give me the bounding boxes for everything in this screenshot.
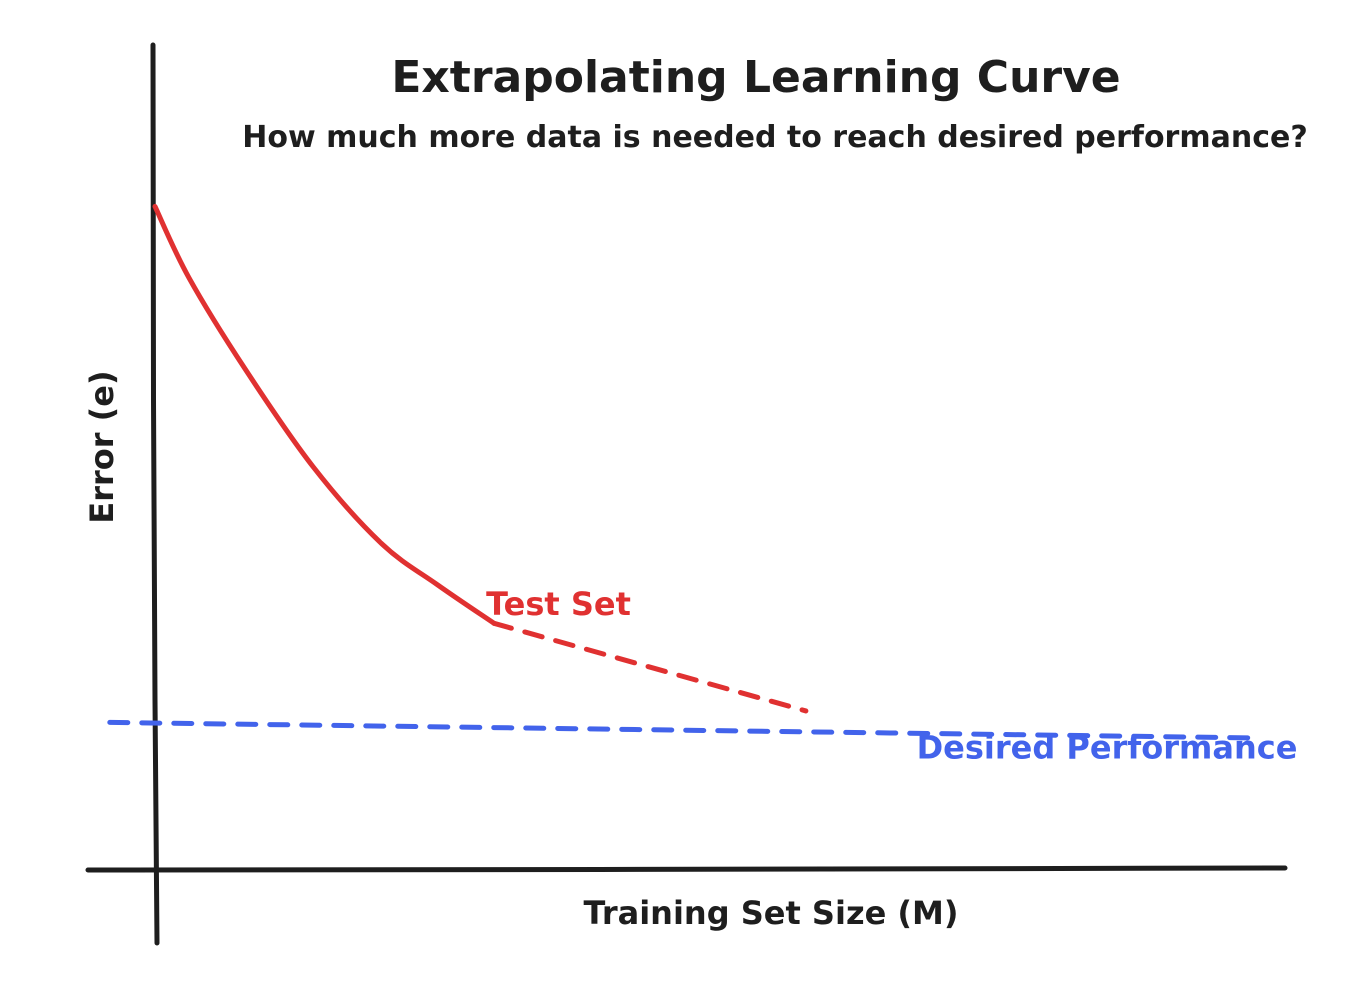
series-line-desired-performance	[107, 719, 1261, 741]
axes	[85, 42, 1288, 946]
y-axis-line	[150, 42, 160, 946]
x-axis-label: Training Set Size (M)	[584, 894, 959, 932]
series-line-test-set	[152, 203, 497, 626]
annotation-desired-performance: Desired Performance	[917, 728, 1298, 766]
chart-title: Extrapolating Learning Curve	[391, 52, 1120, 103]
y-axis-label: Error (e)	[83, 370, 121, 523]
series-layer	[107, 203, 1261, 741]
annotation-test-set: Test Set	[486, 585, 631, 623]
annotation-layer: Test Set Desired Performance	[486, 585, 1297, 766]
chart-subtitle: How much more data is needed to reach de…	[242, 120, 1308, 155]
x-axis-line	[85, 865, 1288, 873]
series-line-test-set-extrapolated	[491, 620, 809, 714]
